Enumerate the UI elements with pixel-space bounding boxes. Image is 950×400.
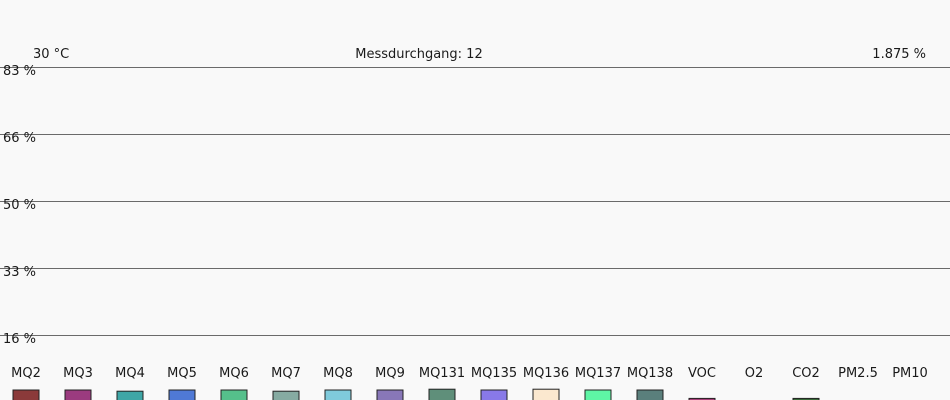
category-label: MQ138 xyxy=(627,366,673,381)
y-tick-label: 83 % xyxy=(3,64,36,79)
category-label: MQ7 xyxy=(271,366,301,381)
bar-mq2 xyxy=(12,389,40,400)
bar-mq136 xyxy=(532,388,560,400)
category-label: MQ3 xyxy=(63,366,93,381)
category-label: VOC xyxy=(688,366,716,381)
bar-mq8 xyxy=(324,389,352,400)
bar-mq7 xyxy=(272,390,300,400)
category-label-layer: MQ2 MQ3 MQ4 MQ5 MQ6 MQ7 MQ8 MQ9 MQ131 MQ135 MQ136 M… xyxy=(11,366,928,381)
run-counter: Messdurchgang: 12 xyxy=(355,47,482,62)
category-label: PM10 xyxy=(892,366,928,381)
value-readout: 1.875 % xyxy=(872,47,926,62)
bar-mq9 xyxy=(376,389,404,400)
bar-mq135 xyxy=(480,389,508,400)
category-label: MQ131 xyxy=(419,366,465,381)
category-label: CO2 xyxy=(792,366,820,381)
category-label: MQ8 xyxy=(323,366,353,381)
bar-mq4 xyxy=(116,390,144,400)
category-label: PM2.5 xyxy=(838,366,878,381)
bar-mq6 xyxy=(220,389,248,400)
category-label: O2 xyxy=(745,366,764,381)
bar-voc xyxy=(688,397,716,400)
category-label: MQ137 xyxy=(575,366,621,381)
category-label: MQ136 xyxy=(523,366,569,381)
y-tick-label: 50 % xyxy=(3,198,36,213)
category-label: MQ5 xyxy=(167,366,197,381)
y-tick-label: 66 % xyxy=(3,131,36,146)
y-tick-label: 33 % xyxy=(3,265,36,280)
bar-mq3 xyxy=(64,389,92,400)
bar-mq137 xyxy=(584,389,612,400)
bar-layer xyxy=(12,388,820,400)
temperature-readout: 30 °C xyxy=(33,47,69,62)
category-label: MQ135 xyxy=(471,366,517,381)
bar-mq5 xyxy=(168,389,196,400)
bar-mq138 xyxy=(636,389,664,400)
y-tick-label: 16 % xyxy=(3,332,36,347)
category-label: MQ4 xyxy=(115,366,145,381)
category-label: MQ6 xyxy=(219,366,249,381)
bar-co2 xyxy=(792,397,820,400)
category-label: MQ9 xyxy=(375,366,405,381)
grid-layer: 83 % 66 % 50 % 33 % 16 % xyxy=(0,64,950,347)
bar-mq131 xyxy=(428,388,456,400)
category-label: MQ2 xyxy=(11,366,41,381)
